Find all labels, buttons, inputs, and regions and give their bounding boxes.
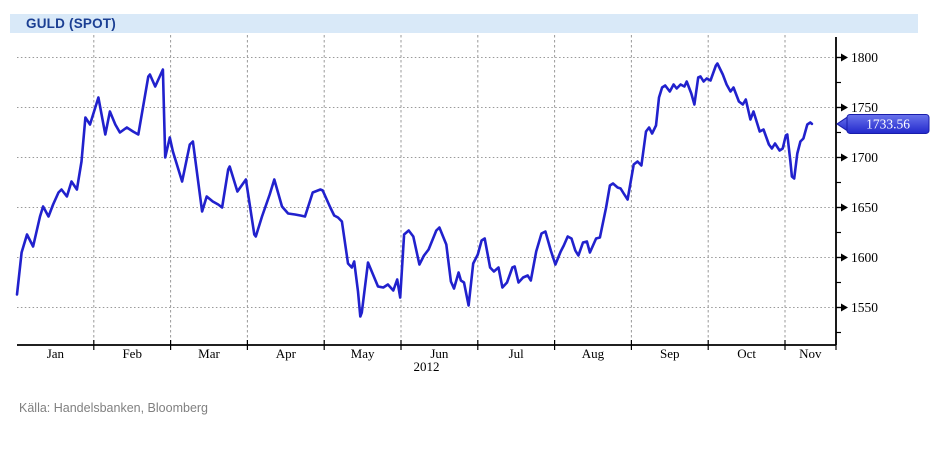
y-tick-label: 1750	[851, 100, 878, 115]
month-label: Mar	[198, 346, 220, 361]
y-tick-label: 1650	[851, 200, 878, 215]
month-label: Jun	[430, 346, 449, 361]
y-tick-arrow-icon	[841, 53, 848, 62]
month-label: Jan	[47, 346, 65, 361]
month-label: May	[351, 346, 375, 361]
source-text: Källa: Handelsbanken, Bloomberg	[19, 401, 209, 415]
x-gridlines	[93, 35, 786, 345]
y-ticks: 1550 1600 1650 1700 1750 1800	[836, 50, 878, 334]
y-tick-arrow-icon	[841, 253, 848, 262]
month-label: Apr	[276, 346, 297, 361]
last-price-label: 1733.56	[866, 116, 910, 131]
y-tick-arrow-icon	[841, 103, 848, 112]
month-label: Jul	[509, 346, 525, 361]
y-tick-arrow-icon	[841, 303, 848, 312]
title-bar: GULD (SPOT)	[10, 14, 918, 33]
month-label: Aug	[582, 346, 605, 361]
month-label: Nov	[799, 346, 822, 361]
axes	[17, 37, 837, 346]
last-price-badge: 1733.56	[836, 113, 930, 134]
y-tick-arrow-icon	[841, 203, 848, 212]
y-tick-arrow-icon	[841, 153, 848, 162]
month-label: Sep	[660, 346, 680, 361]
page-title: GULD (SPOT)	[26, 16, 116, 31]
y-tick-label: 1600	[851, 250, 878, 265]
x-tick-labels: Jan Feb Mar Apr May Jun Jul Aug Sep Oct Nov 2012	[47, 346, 822, 374]
price-line	[15, 62, 814, 318]
y-tick-label: 1800	[851, 50, 878, 65]
y-tick-label: 1550	[851, 300, 878, 315]
x-ticks	[93, 340, 837, 350]
year-label: 2012	[414, 359, 440, 374]
y-gridlines	[17, 57, 836, 308]
month-label: Feb	[122, 346, 142, 361]
y-tick-label: 1700	[851, 150, 878, 165]
month-label: Oct	[737, 346, 756, 361]
